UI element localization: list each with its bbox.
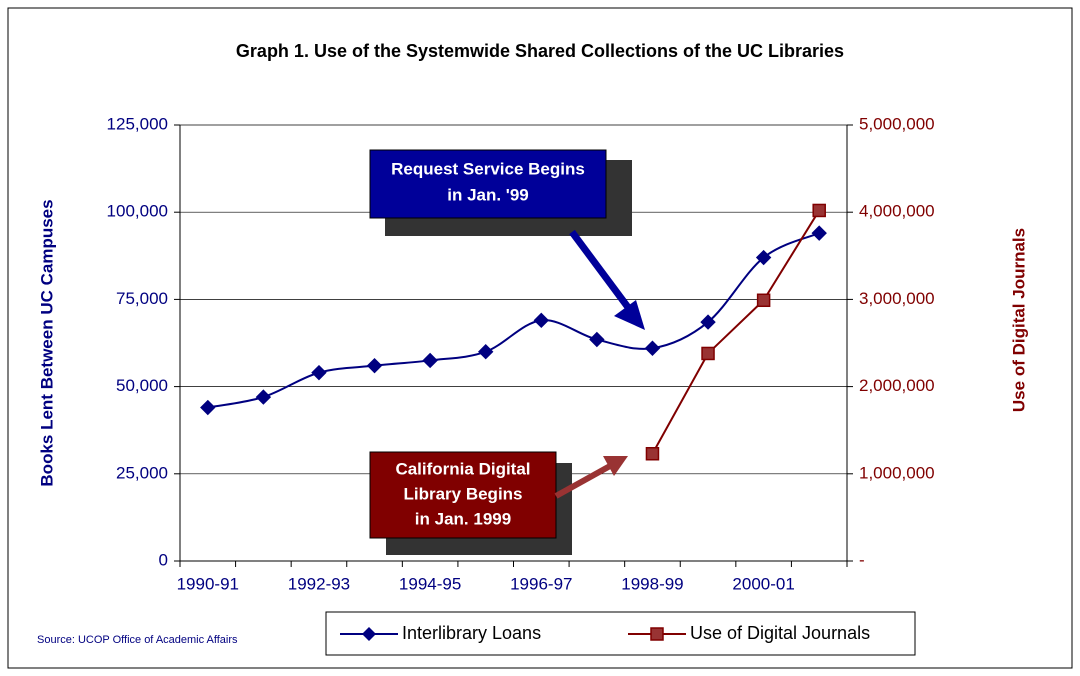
arrow-head: [603, 456, 628, 476]
annotation-cdl: California Digital Library Begins in Jan…: [369, 451, 628, 555]
y2-tick-label: -: [859, 550, 865, 569]
marker: [811, 225, 827, 241]
x-tick-label: 1998-99: [621, 574, 683, 593]
series-line: [651, 209, 821, 455]
y2-tick-label: 4,000,000: [859, 202, 935, 221]
legend-marker: [362, 627, 376, 641]
annotation-box: [369, 451, 557, 539]
y2-tick-label: 2,000,000: [859, 376, 935, 395]
marker: [756, 293, 771, 308]
y-tick-label: 75,000: [116, 289, 168, 308]
plot: 0 25,000 50,000 75,000 100,000 125,000 - 1,000,…: [107, 114, 935, 593]
annotation-text: Request Service Begins: [391, 159, 585, 178]
legend-marker: [650, 627, 664, 641]
marker: [533, 312, 549, 329]
y2-tick-label: 5,000,000: [859, 114, 935, 133]
y2-tick-label: 1,000,000: [859, 463, 935, 482]
marker: [812, 203, 826, 218]
marker: [644, 340, 661, 356]
annotation-text: in Jan. '99: [447, 185, 529, 204]
annotation-box: [369, 149, 607, 219]
legend-label: Use of Digital Journals: [690, 623, 870, 643]
marker: [366, 357, 383, 374]
legend: Interlibrary Loans Use of Digital Journal…: [325, 611, 916, 656]
marker: [422, 352, 438, 369]
marker: [700, 314, 716, 330]
marker: [478, 344, 494, 360]
y-tick-label: 125,000: [107, 114, 168, 133]
marker: [645, 446, 660, 461]
arrow: [554, 463, 612, 499]
x-tick-label: 1990-91: [177, 574, 239, 593]
annotation-text: Library Begins: [403, 484, 522, 503]
y2-axis-label: Use of Digital Journals: [1009, 228, 1028, 412]
y-tick-label: 50,000: [116, 376, 168, 395]
chart-title: Graph 1. Use of the Systemwide Shared Co…: [236, 41, 844, 61]
annotation-text: California Digital: [395, 459, 530, 478]
y2-tick-label: 3,000,000: [859, 289, 935, 308]
source: Source: UCOP Office of Academic Affairs: [37, 634, 238, 646]
annotation-text: in Jan. 1999: [415, 509, 511, 528]
y-tick-label: 100,000: [107, 202, 168, 221]
y-tick-label: 0: [159, 550, 168, 569]
legend-box: [325, 611, 916, 656]
x-tick-label: 1994-95: [399, 574, 461, 593]
marker: [255, 389, 272, 405]
annotation-request: Request Service Begins in Jan. '99: [369, 149, 645, 330]
y-tick-label: 25,000: [116, 463, 168, 482]
x-tick-label: 1992-93: [288, 574, 350, 593]
frame: [7, 7, 1073, 669]
arrow-head: [614, 300, 645, 330]
x-tick-label: 2000-01: [732, 574, 794, 593]
marker: [701, 346, 715, 361]
y-axis-label: Books Lent Between UC Campuses: [37, 199, 56, 486]
marker: [755, 249, 772, 266]
marker: [200, 399, 216, 416]
marker: [589, 331, 605, 348]
arrow: [569, 229, 633, 313]
x-tick-label: 1996-97: [510, 574, 572, 593]
marker: [311, 364, 327, 381]
legend-label: Interlibrary Loans: [402, 623, 541, 643]
